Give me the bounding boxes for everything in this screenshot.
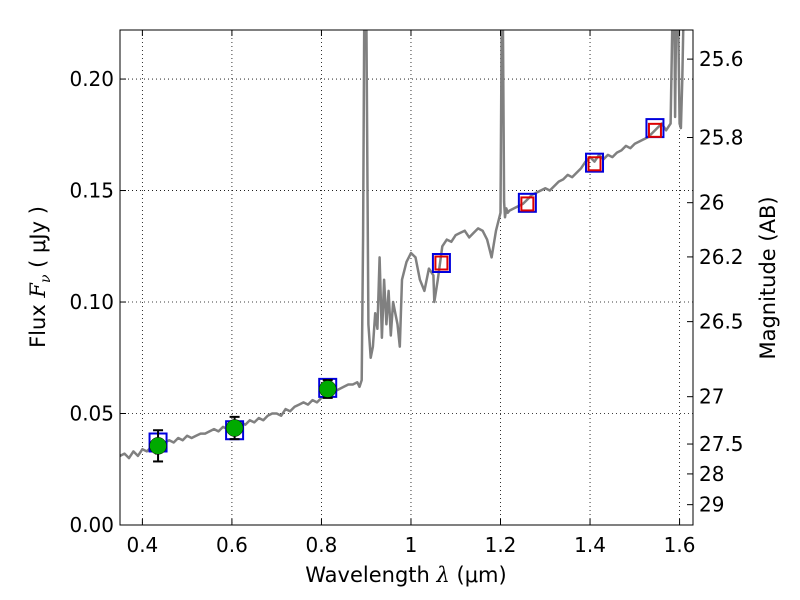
y-axis-label-symbol: F — [26, 282, 50, 299]
prediction-box — [647, 122, 662, 138]
model-band-box — [517, 192, 537, 213]
prediction-box — [434, 255, 449, 271]
y-axis-label-prefix: Flux — [26, 298, 50, 348]
y-axis-label-sub: ν — [38, 274, 54, 283]
x-tick-label: 1.6 — [664, 533, 696, 557]
mag-tick-label: 25.8 — [699, 125, 744, 149]
tick-labels: 0.4 0.6 0.8 1 1.2 1.4 1.6 0.00 0.05 0.10 0.15 0.20 2… — [69, 47, 743, 557]
y-tick-label: 0.15 — [69, 179, 114, 203]
y-tick-label: 0.20 — [69, 67, 114, 91]
mag-tick-label: 26.5 — [699, 310, 744, 334]
y-axis-label: Flux Fν ( μJy ) — [26, 206, 54, 348]
x-axis-label-symbol: λ — [436, 563, 450, 587]
x-tick-label: 0.4 — [126, 533, 158, 557]
mag-tick-label: 26 — [699, 191, 724, 215]
x-tick-label: 1.4 — [574, 533, 606, 557]
mag-tick-label: 26.2 — [699, 245, 744, 269]
prediction-box — [520, 196, 535, 212]
x-tick-label: 1 — [405, 533, 418, 557]
grid — [120, 30, 693, 526]
mag-tick-label: 27.5 — [699, 432, 744, 456]
y-tick-label: 0.05 — [69, 402, 114, 426]
y2-axis-label: Magnitude (AB) — [756, 196, 780, 359]
ticks — [120, 30, 693, 526]
observed-point — [225, 419, 244, 437]
mag-tick-label: 29 — [699, 493, 724, 517]
marker-layer — [148, 118, 665, 463]
y-tick-label: 0.10 — [69, 290, 114, 314]
x-axis-label: Wavelength λ (μm) — [305, 563, 506, 587]
prediction-box — [587, 156, 602, 172]
observed-point — [149, 437, 167, 455]
model-band-box — [431, 253, 451, 274]
x-tick-label: 1.2 — [485, 533, 517, 557]
plot-frame — [119, 29, 694, 526]
x-tick-label: 0.8 — [306, 533, 338, 557]
plot-background — [120, 30, 693, 525]
x-axis-label-unit: (μm) — [450, 563, 507, 587]
mag-tick-label: 28 — [699, 462, 724, 486]
x-tick-label: 0.6 — [216, 533, 248, 557]
observed-point — [318, 380, 337, 398]
model-band-box — [585, 152, 605, 173]
mag-tick-label: 27 — [699, 385, 724, 409]
x-axis-label-prefix: Wavelength — [305, 563, 436, 587]
y-axis-label-unit: ( μJy ) — [26, 206, 50, 274]
mag-tick-label: 25.6 — [699, 47, 744, 71]
y-tick-label: 0.00 — [69, 513, 114, 537]
